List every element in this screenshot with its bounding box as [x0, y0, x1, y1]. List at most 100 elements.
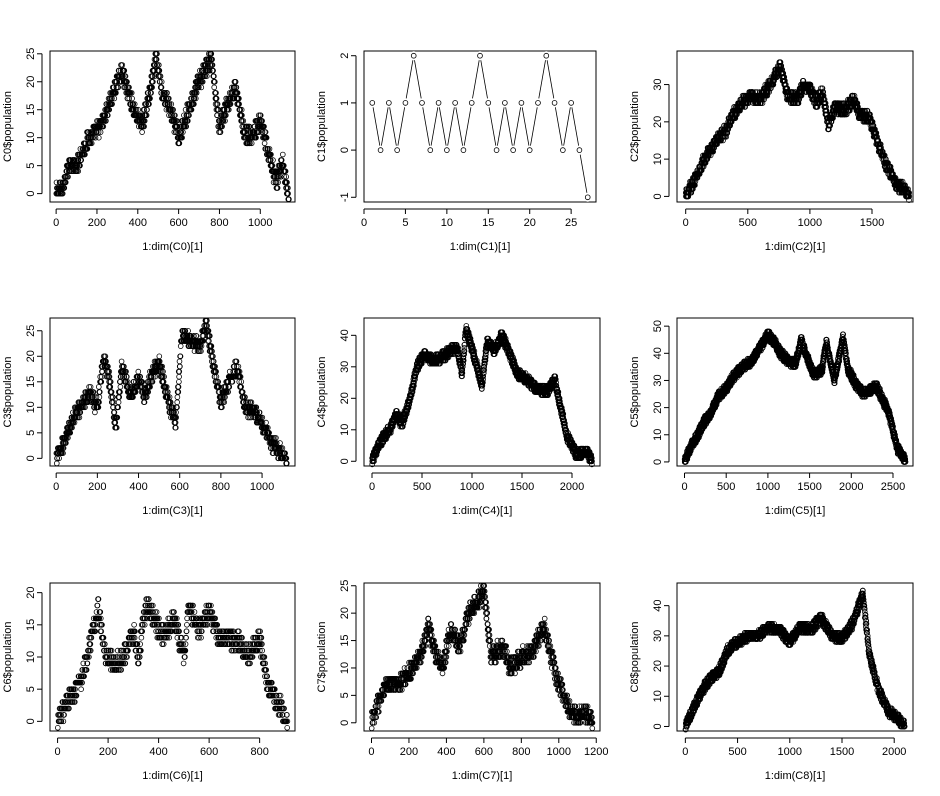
data-point	[100, 123, 107, 130]
data-point	[141, 118, 148, 124]
data-point	[135, 368, 142, 375]
data-point	[106, 106, 112, 113]
data-point	[419, 100, 425, 106]
data-point	[220, 118, 227, 124]
data-point	[369, 100, 376, 106]
x-tick-label: 1500	[860, 217, 884, 229]
x-tick-label: 20	[524, 217, 536, 229]
data-point	[242, 129, 248, 135]
data-point	[166, 101, 173, 107]
data-point	[174, 129, 181, 135]
data-point	[278, 157, 285, 163]
x-tick-label: 600	[169, 217, 187, 229]
data-point	[170, 106, 176, 113]
data-point	[117, 384, 124, 390]
point-gap	[475, 51, 485, 61]
data-point	[59, 190, 66, 197]
data-series	[53, 317, 290, 467]
data-point	[109, 101, 115, 107]
data-point	[239, 112, 245, 119]
data-point	[276, 174, 282, 180]
y-tick-label: 0	[339, 147, 351, 153]
chart-panel: 0 200 400 600 800 100005101520251:dim(C3)[1]C…	[2, 317, 296, 517]
data-point	[211, 73, 217, 79]
point-gap	[467, 98, 477, 108]
data-point	[177, 363, 183, 370]
point-gap	[483, 98, 493, 108]
x-axis-title: 1:dim(C2)[1]	[765, 241, 826, 253]
data-point	[147, 95, 153, 102]
y-tick-label: 25	[25, 48, 37, 60]
data-point	[131, 101, 138, 107]
data-point	[270, 157, 276, 163]
data-point	[261, 123, 267, 130]
point-gap	[558, 145, 568, 155]
y-tick-label: 10	[25, 132, 37, 144]
data-point	[263, 419, 269, 426]
data-point	[121, 67, 128, 74]
y-tick-label: 15	[25, 376, 37, 388]
y-tick-label: 20	[25, 76, 37, 88]
data-point	[202, 73, 209, 79]
data-point	[119, 62, 126, 68]
data-point	[133, 106, 140, 113]
data-point	[120, 73, 126, 79]
x-tick-label: 15	[482, 217, 494, 229]
data-series	[367, 51, 593, 202]
data-point	[156, 62, 162, 68]
data-point	[94, 129, 100, 135]
data-point	[189, 95, 195, 102]
data-point	[158, 84, 165, 91]
data-point	[139, 129, 145, 135]
y-tick-label: 25	[25, 325, 37, 337]
data-point	[256, 129, 262, 135]
data-point	[75, 157, 82, 163]
point-gap	[458, 145, 469, 155]
data-point	[275, 179, 281, 186]
data-point	[238, 106, 245, 113]
data-point	[193, 95, 199, 102]
data-point	[128, 90, 135, 96]
point-gap	[409, 51, 419, 61]
point-gap	[367, 98, 377, 108]
x-tick-label: 0	[369, 481, 375, 493]
data-point	[223, 112, 229, 119]
data-point	[286, 196, 292, 203]
chart-panel: 0 500 1000 150001020301:dim(C2)[1]C2$popula…	[629, 50, 914, 253]
data-point	[259, 129, 266, 135]
data-point	[156, 67, 163, 74]
data-point	[143, 112, 150, 119]
data-point	[122, 73, 129, 79]
x-tick-label: 0	[53, 481, 59, 493]
data-point	[96, 394, 103, 400]
point-gap	[508, 145, 518, 155]
data-point	[149, 73, 156, 79]
data-point	[274, 185, 281, 191]
data-point	[209, 56, 215, 63]
data-point	[176, 378, 182, 385]
x-tick-label: 0	[361, 217, 367, 229]
data-point	[282, 168, 289, 175]
data-point	[157, 73, 164, 79]
y-tick-label: 10	[25, 401, 37, 413]
data-point	[113, 90, 119, 96]
data-point	[460, 147, 467, 153]
y-axis-title: C1$population	[316, 91, 328, 162]
data-point	[126, 95, 132, 102]
data-point	[77, 162, 83, 169]
point-gap	[400, 98, 411, 108]
x-tick-label: 5	[402, 217, 408, 229]
data-point	[84, 146, 91, 152]
point-gap	[442, 145, 452, 155]
data-point	[283, 174, 290, 180]
data-point	[203, 62, 210, 68]
y-tick-label: 0	[339, 458, 351, 464]
data-point	[92, 134, 99, 141]
data-point	[176, 358, 183, 365]
data-point	[257, 112, 264, 119]
data-point	[267, 157, 274, 163]
y-tick-label: 40	[339, 329, 351, 341]
data-point	[227, 101, 234, 107]
plot-frame	[363, 317, 601, 467]
